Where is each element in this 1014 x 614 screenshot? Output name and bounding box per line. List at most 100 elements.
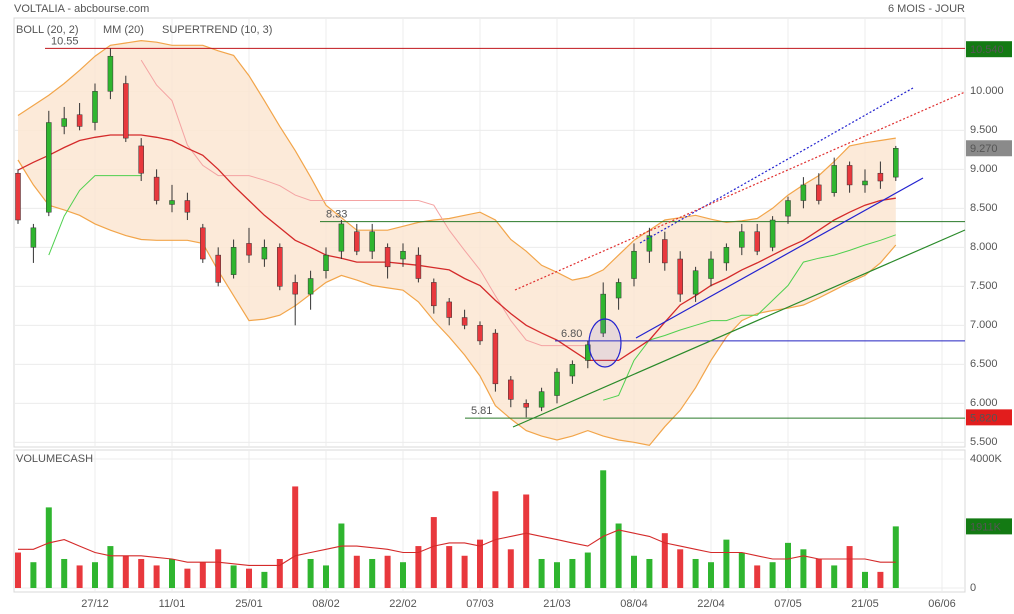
volume-bar bbox=[477, 539, 483, 588]
candle-body bbox=[415, 254, 422, 279]
candle-body bbox=[708, 258, 714, 279]
moving-average bbox=[17, 134, 896, 362]
x-tick-label: 27/12 bbox=[81, 598, 109, 610]
price-label-box bbox=[966, 140, 1012, 157]
price-label-box bbox=[966, 409, 1012, 426]
x-tick-label: 22/04 bbox=[697, 598, 725, 610]
candle-body bbox=[662, 239, 668, 264]
price-label: 5.820 bbox=[970, 412, 998, 424]
y-tick-label: 0 bbox=[970, 582, 976, 594]
price-label-box bbox=[966, 518, 1012, 535]
volume-frame bbox=[13, 449, 966, 593]
volume-bar bbox=[554, 562, 560, 588]
candle-body bbox=[184, 200, 191, 213]
volume-bar bbox=[769, 562, 776, 588]
volume-bar bbox=[76, 565, 83, 588]
candle-body bbox=[877, 172, 884, 182]
x-tick-label: 07/05 bbox=[774, 598, 802, 610]
volume-bar bbox=[307, 558, 314, 588]
volume-bar bbox=[877, 571, 884, 588]
volume-bar bbox=[400, 562, 406, 588]
price-frame bbox=[13, 17, 966, 448]
candle-body bbox=[461, 317, 468, 326]
candle-body bbox=[107, 55, 114, 92]
volume-bar bbox=[584, 552, 591, 588]
price-label: 1911K bbox=[970, 521, 1002, 533]
volume-bar bbox=[292, 486, 299, 588]
y-tick-label: 10.000 bbox=[970, 85, 1004, 97]
candle-body bbox=[569, 364, 576, 377]
candle-body bbox=[338, 223, 345, 252]
drawings bbox=[512, 87, 966, 428]
volume-bar bbox=[615, 523, 622, 588]
volume-bar bbox=[30, 562, 37, 588]
candle-body bbox=[754, 231, 760, 252]
candle-body bbox=[800, 184, 807, 201]
candle-body bbox=[215, 254, 221, 283]
candle-body bbox=[431, 282, 437, 307]
candle-body bbox=[723, 247, 730, 264]
candle-body bbox=[230, 247, 237, 275]
legend-entry: SUPERTREND (10, 3) bbox=[162, 24, 272, 36]
volume-bar bbox=[892, 526, 899, 588]
candle-body bbox=[446, 301, 452, 318]
volume-bar bbox=[199, 562, 206, 588]
volume-bar bbox=[692, 558, 699, 588]
candle-body bbox=[508, 379, 514, 400]
bollinger-lower bbox=[17, 159, 897, 447]
period: 6 MOIS - JOUR bbox=[888, 3, 965, 15]
y-tick-label: 9.000 bbox=[970, 163, 998, 175]
volume-bar bbox=[446, 546, 453, 588]
candle-body bbox=[769, 219, 776, 248]
candle-body bbox=[92, 91, 98, 123]
candle-body bbox=[246, 243, 252, 256]
candle-body bbox=[646, 235, 653, 252]
volume-bar bbox=[323, 565, 329, 588]
x-tick-label: 07/03 bbox=[466, 598, 494, 610]
y-tick-label: 4000K bbox=[970, 453, 1002, 465]
bollinger-upper bbox=[17, 39, 896, 281]
price-plot bbox=[15, 39, 965, 447]
level-label: 10.55 bbox=[51, 35, 79, 47]
trend-line bbox=[635, 177, 924, 339]
volume-bar bbox=[430, 517, 437, 588]
price-label-box bbox=[966, 41, 1012, 58]
level-label: 5.81 bbox=[471, 405, 492, 417]
candle-body bbox=[323, 254, 329, 271]
candle-body bbox=[200, 227, 206, 260]
volume-bar bbox=[384, 555, 391, 588]
level-label: 8.33 bbox=[326, 208, 347, 220]
volume-bar bbox=[215, 549, 222, 588]
volume-plot bbox=[15, 470, 899, 588]
volume-bar bbox=[230, 565, 237, 588]
volume-bar bbox=[45, 507, 52, 588]
candle-body bbox=[384, 247, 391, 268]
volume-bar bbox=[261, 571, 268, 588]
volume-bar bbox=[754, 565, 761, 588]
candle-body bbox=[138, 145, 144, 174]
volume-bar bbox=[631, 555, 637, 588]
volume-bar bbox=[246, 568, 252, 588]
candle-body bbox=[61, 118, 67, 127]
bollinger-band bbox=[18, 40, 896, 446]
supertrend-down bbox=[140, 59, 588, 347]
candle-body bbox=[846, 165, 853, 186]
volume-bar bbox=[661, 533, 668, 588]
candle-body bbox=[46, 122, 52, 213]
price-label: 10.540 bbox=[970, 44, 1004, 56]
x-tick-label: 25/01 bbox=[235, 598, 263, 610]
candle-body bbox=[153, 176, 160, 201]
volume-bar bbox=[169, 558, 175, 588]
volume-bar bbox=[153, 565, 160, 588]
y-tick-label: 9.500 bbox=[970, 124, 998, 136]
level-label: 6.80 bbox=[561, 328, 582, 340]
x-tick-label: 22/02 bbox=[389, 598, 417, 610]
x-tick-label: 08/02 bbox=[312, 598, 340, 610]
candle-body bbox=[292, 282, 298, 295]
volume-bar bbox=[677, 549, 684, 588]
volume-bar bbox=[122, 555, 129, 588]
labels: 27/12 11/01 25/01 08/02 22/02 07/03 21/03 08/04… bbox=[16, 24, 1012, 610]
volume-bar bbox=[538, 558, 545, 588]
legend-entry: MM (20) bbox=[103, 24, 144, 36]
